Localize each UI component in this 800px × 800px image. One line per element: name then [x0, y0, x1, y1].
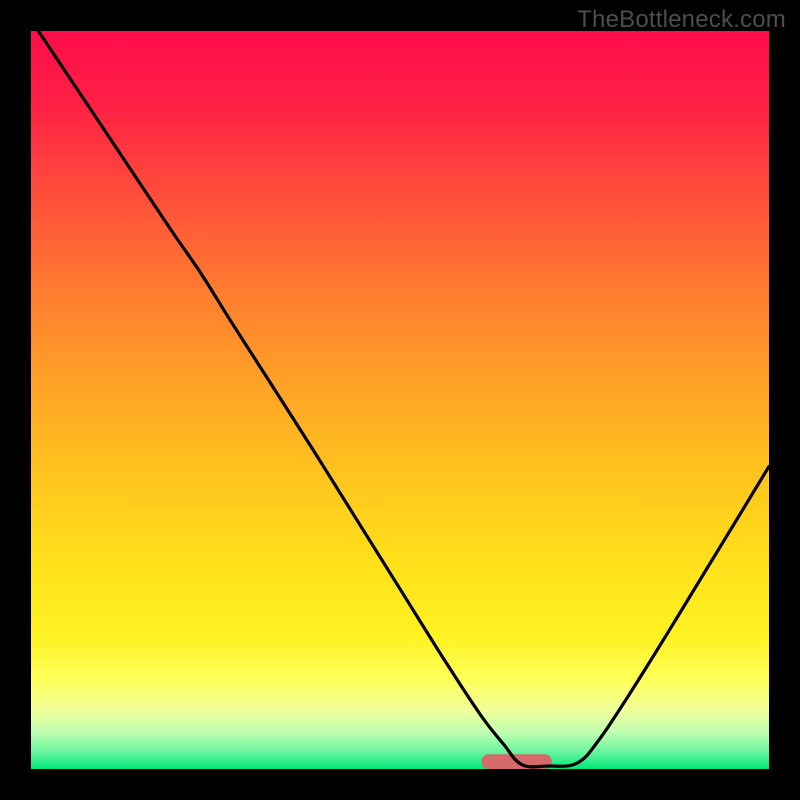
chart-svg [31, 31, 769, 769]
gradient-background [31, 31, 769, 769]
watermark-text: TheBottleneck.com [577, 6, 786, 34]
chart-frame: TheBottleneck.com [0, 0, 800, 800]
plot-area [31, 31, 769, 769]
